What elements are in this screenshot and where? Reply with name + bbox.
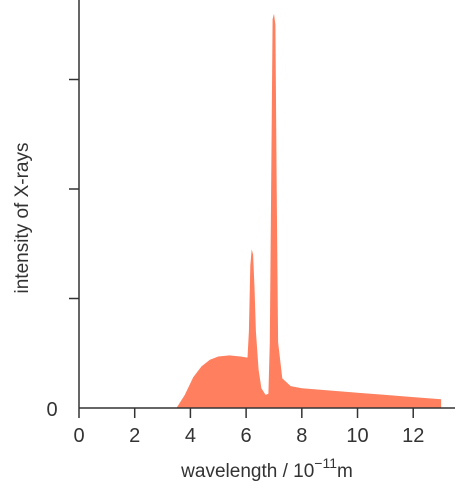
x-tick-label-3: 6 [241,425,252,447]
x-tick-label-5: 10 [346,425,368,447]
x-tick-label-1: 2 [129,425,140,447]
y-tick-label-0: 0 [46,399,57,421]
x-axis-title-main: wavelength / 10 [180,461,314,482]
x-tick-label-2: 4 [185,425,196,447]
labels-layer: 0 2 4 6 8 10 12 0 wavelength / 10−11m intensity o… [12,143,424,483]
x-axis-title-unit: m [337,461,353,482]
spectrum-area-series-0 [176,13,442,409]
x-axis-title: wavelength / 10−11m [180,455,353,482]
x-tick-label-0: 0 [73,425,84,447]
area-layer [176,13,442,409]
x-axis-title-exponent: −11 [314,455,337,471]
y-axis-title: intensity of X-rays [12,143,33,294]
x-tick-label-4: 8 [296,425,307,447]
axes-layer [69,0,455,418]
x-tick-label-6: 12 [402,425,424,447]
